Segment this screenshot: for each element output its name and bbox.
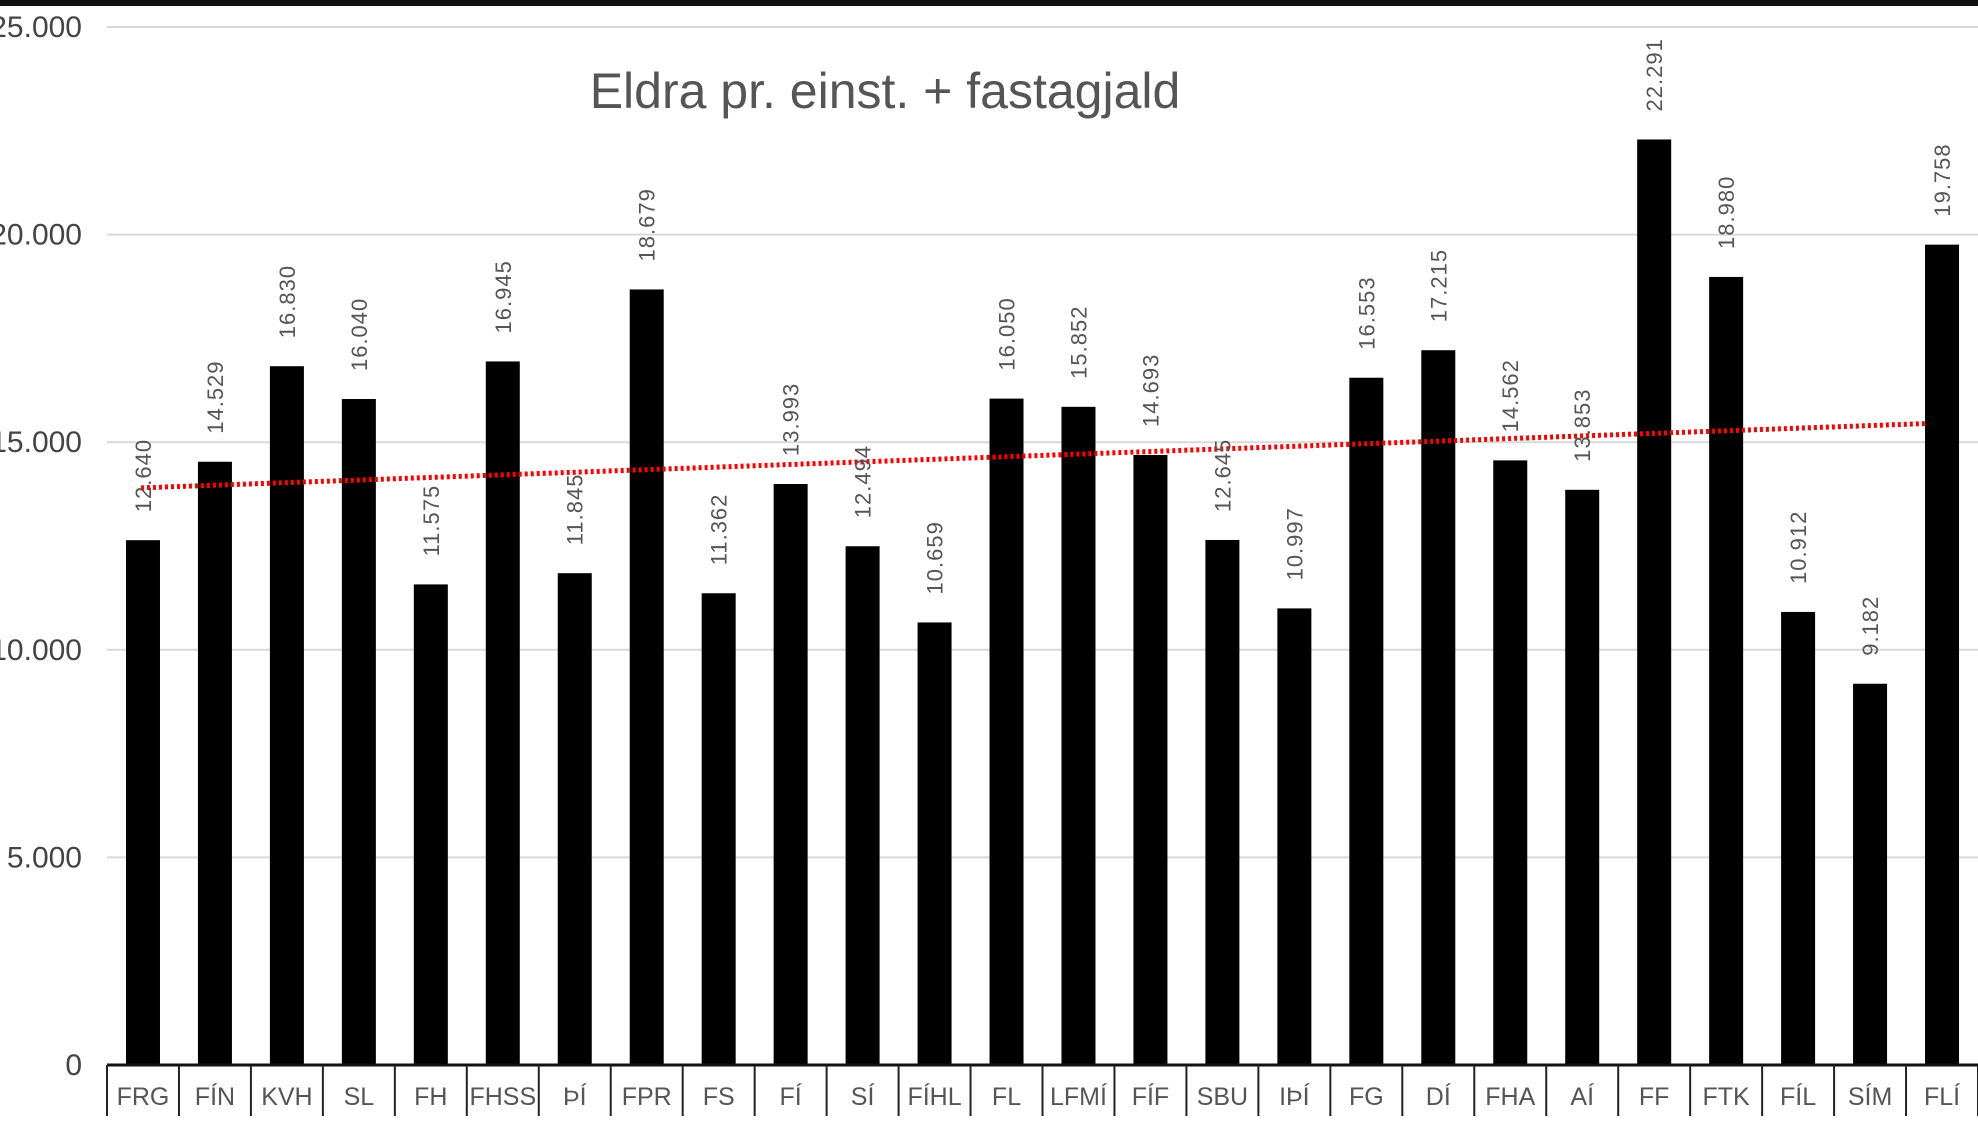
bar-FÍ bbox=[773, 484, 808, 1066]
bar-KVH bbox=[269, 366, 304, 1066]
bars bbox=[125, 139, 1960, 1066]
value-labels: 12.640 14.529 16.830 16.040 11.575 16.945 11.8… bbox=[131, 38, 1955, 656]
value-label: 14.693 bbox=[1138, 354, 1163, 427]
value-label: 11.845 bbox=[563, 474, 588, 546]
top-border bbox=[0, 0, 1978, 6]
value-label: 15.852 bbox=[1066, 306, 1091, 379]
value-label: 13.993 bbox=[779, 383, 804, 456]
bar-FÍF bbox=[1133, 454, 1168, 1065]
bar-FG bbox=[1349, 377, 1384, 1065]
x-tick-label: IÞÍ bbox=[1279, 1082, 1310, 1111]
bar-SÍ bbox=[845, 546, 880, 1065]
bar-FL bbox=[989, 398, 1024, 1065]
x-tick-label: FG bbox=[1349, 1083, 1384, 1111]
bar-SBU bbox=[1205, 539, 1240, 1065]
x-tick-label: FS bbox=[703, 1083, 735, 1111]
bar-FS bbox=[701, 593, 736, 1065]
x-tick-label: FLÍ bbox=[1924, 1082, 1960, 1111]
bar-FÍN bbox=[197, 461, 232, 1065]
value-label: 19.758 bbox=[1930, 143, 1955, 216]
x-tick-label: SÍ bbox=[851, 1082, 875, 1111]
bar-SL bbox=[341, 399, 376, 1066]
bar-FTK bbox=[1709, 276, 1744, 1065]
chart-title: Eldra pr. einst. + fastagjald bbox=[590, 63, 1181, 119]
value-label: 14.562 bbox=[1498, 359, 1523, 432]
value-label: 12.640 bbox=[131, 439, 156, 512]
x-tick-label: FL bbox=[992, 1083, 1021, 1111]
x-tick-label: FF bbox=[1639, 1083, 1670, 1111]
value-label: 16.040 bbox=[347, 298, 372, 371]
value-label: 12.645 bbox=[1210, 439, 1235, 512]
value-label: 14.529 bbox=[203, 360, 228, 433]
value-label: 16.553 bbox=[1354, 276, 1379, 349]
bar-FHSS bbox=[485, 361, 520, 1065]
bar-FLÍ bbox=[1925, 244, 1960, 1066]
trendline-series bbox=[140, 421, 1928, 491]
x-tick-label: ÞÍ bbox=[563, 1082, 587, 1111]
x-tick-label: FRG bbox=[117, 1083, 170, 1111]
y-tick-label: 10.000 bbox=[0, 634, 82, 667]
value-label: 18.980 bbox=[1714, 176, 1739, 249]
value-label: 10.912 bbox=[1786, 511, 1811, 584]
y-tick-label: 20.000 bbox=[0, 219, 82, 252]
x-tick-label: DÍ bbox=[1426, 1082, 1451, 1111]
x-tick-label: FPR bbox=[622, 1083, 672, 1111]
y-tick-label: 5.000 bbox=[7, 841, 82, 874]
x-tick-label: FHSS bbox=[469, 1083, 536, 1111]
y-tick-label: 0 bbox=[65, 1049, 82, 1082]
x-tick-label: FÍHL bbox=[907, 1082, 961, 1111]
bar-DÍ bbox=[1421, 350, 1456, 1066]
y-tick-label: 25.000 bbox=[0, 11, 82, 44]
bar-SÍM bbox=[1853, 683, 1888, 1065]
x-tick-label: FTK bbox=[1703, 1083, 1751, 1111]
bar-FRG bbox=[125, 540, 160, 1065]
value-label: 10.659 bbox=[923, 521, 948, 594]
x-tick-label: FÍL bbox=[1780, 1082, 1816, 1111]
bar-IÞÍ bbox=[1277, 608, 1312, 1065]
value-label: 16.945 bbox=[491, 260, 516, 333]
x-tick-label: FÍ bbox=[780, 1082, 802, 1111]
bar-FÍHL bbox=[917, 622, 952, 1065]
x-tick-label: AÍ bbox=[1570, 1082, 1594, 1111]
x-tick-label: SBU bbox=[1197, 1083, 1248, 1111]
x-tick-label: SÍM bbox=[1848, 1082, 1892, 1111]
x-tick-label: FHA bbox=[1485, 1083, 1535, 1111]
x-tick-label: SL bbox=[344, 1083, 375, 1111]
value-label: 13.853 bbox=[1570, 389, 1595, 462]
value-label: 12.494 bbox=[851, 445, 876, 518]
bar-ÞÍ bbox=[557, 573, 592, 1065]
x-tick-label: FÍF bbox=[1132, 1082, 1170, 1111]
value-label: 9.182 bbox=[1858, 596, 1883, 656]
value-label: 16.050 bbox=[995, 297, 1020, 370]
value-label: 17.215 bbox=[1426, 249, 1451, 322]
x-tick-label: KVH bbox=[261, 1083, 312, 1111]
value-label: 11.575 bbox=[419, 485, 444, 557]
x-tick-label: LFMÍ bbox=[1050, 1082, 1107, 1111]
trendline bbox=[140, 421, 1928, 491]
y-tick-label: 15.000 bbox=[0, 426, 82, 459]
x-axis: FRG FÍN KVH SL FH FHSS ÞÍ FPR FS FÍ SÍ FÍHL FL LFMÍ FÍ… bbox=[106, 1063, 1978, 1116]
bar-AÍ bbox=[1565, 489, 1600, 1065]
bar-FHA bbox=[1493, 460, 1528, 1066]
bar-LFMÍ bbox=[1061, 406, 1096, 1065]
value-label: 22.291 bbox=[1642, 38, 1667, 111]
bar-FPR bbox=[629, 289, 664, 1066]
value-label: 18.679 bbox=[635, 188, 660, 261]
value-label: 16.830 bbox=[275, 265, 300, 338]
bar-FH bbox=[413, 584, 448, 1065]
x-tick-label: FÍN bbox=[195, 1082, 235, 1111]
x-tick-label: FH bbox=[414, 1083, 447, 1111]
gridlines: 0 5.000 10.000 15.000 20.000 25.000 bbox=[0, 11, 1978, 1082]
bar-FÍL bbox=[1781, 611, 1816, 1065]
bar-FF bbox=[1637, 139, 1672, 1066]
value-label: 10.997 bbox=[1282, 507, 1307, 580]
value-label: 11.362 bbox=[707, 494, 732, 566]
